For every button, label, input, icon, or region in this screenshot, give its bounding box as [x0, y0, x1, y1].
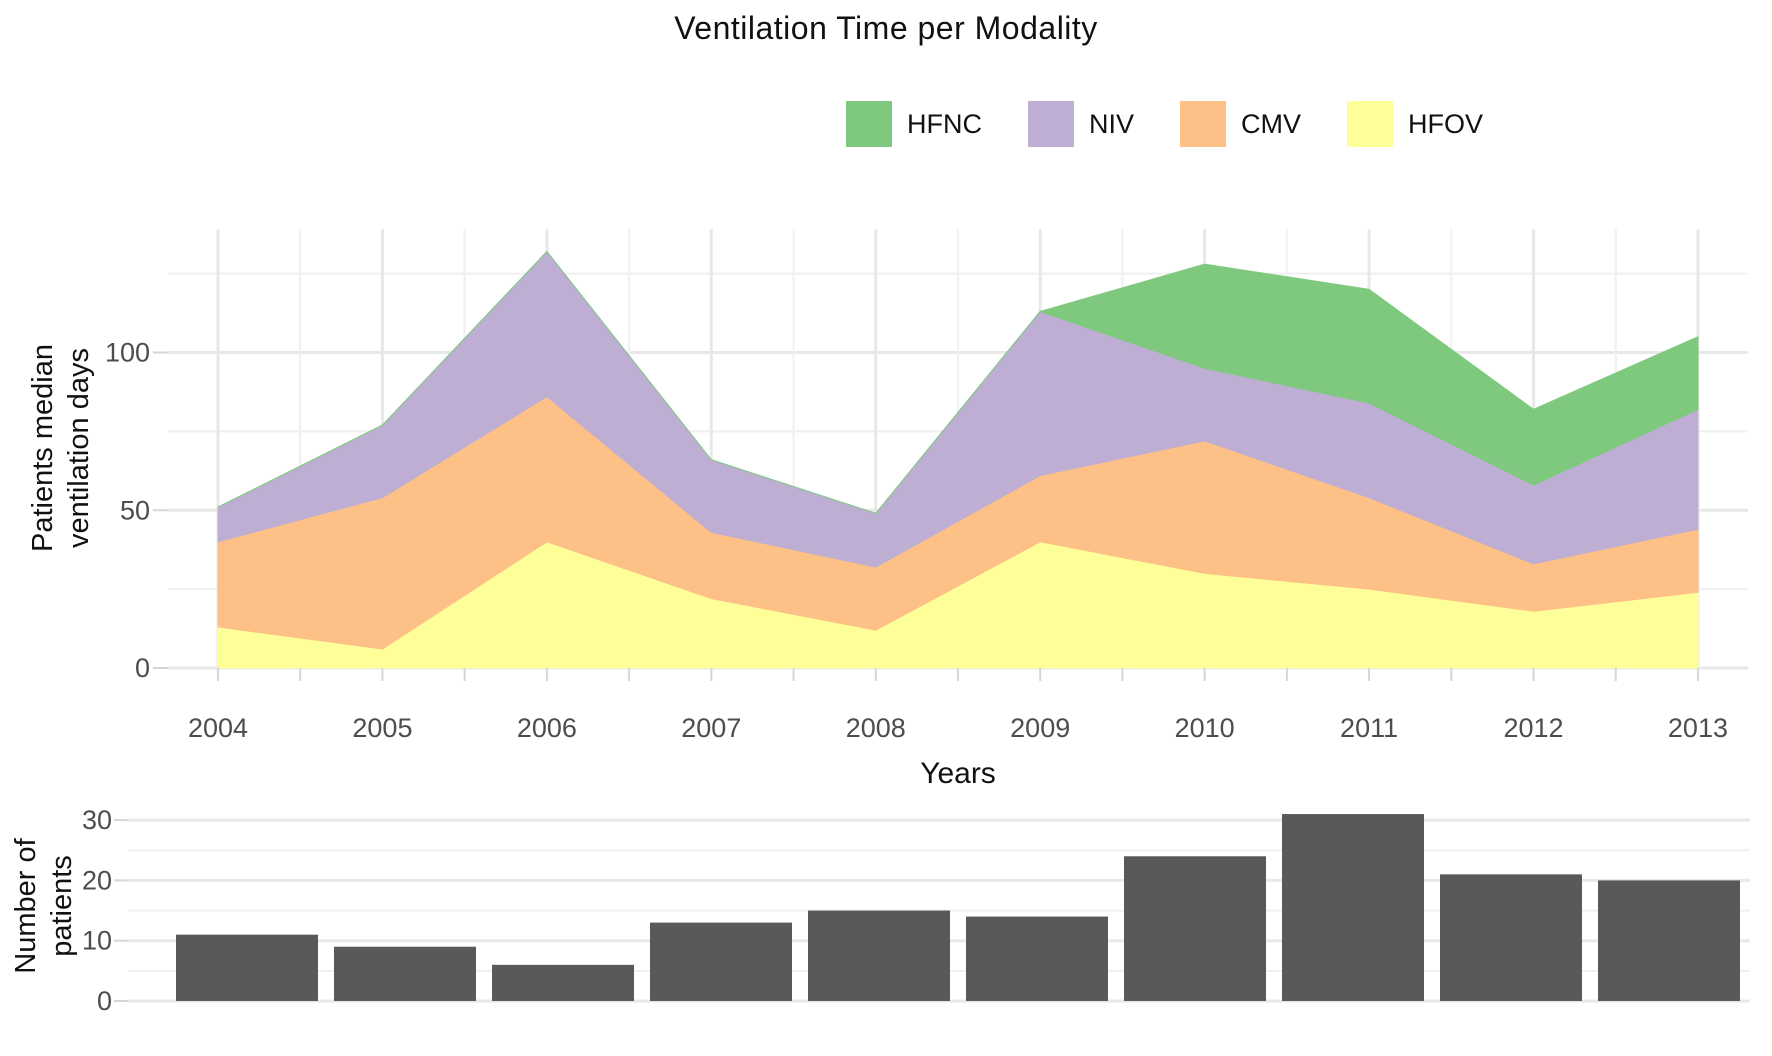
bar-2004 [176, 934, 318, 1001]
legend-label: CMV [1241, 108, 1302, 139]
bar-2007 [650, 922, 792, 1001]
area-x-tick-label: 2012 [1503, 713, 1563, 743]
legend-item-hfnc: HFNC [846, 101, 982, 147]
bar-y-tick-label: 20 [82, 865, 112, 895]
niv-swatch-icon [1028, 101, 1074, 147]
hfov-swatch-icon [1347, 101, 1394, 147]
legend-label: HFOV [1408, 108, 1484, 139]
legend-label: HFNC [907, 108, 982, 139]
bar-2012 [1440, 874, 1582, 1001]
bar-y-tick-label: 0 [97, 986, 112, 1016]
area-y-tick-label: 50 [120, 495, 150, 525]
area-x-tick-label: 2005 [352, 713, 412, 743]
area-x-tick-label: 2013 [1668, 713, 1728, 743]
area-x-tick-label: 2006 [517, 713, 577, 743]
area-x-tick-label: 2011 [1340, 713, 1398, 743]
area-x-tick-label: 2008 [846, 713, 906, 743]
area-x-tick-label: 2009 [1010, 713, 1070, 743]
bar-2009 [966, 916, 1108, 1001]
area-y-axis-title-line2: ventilation days [63, 348, 95, 548]
figure-canvas: 2004 2005 2006 2007 2008 2009 2010 2011 2012 2013… [82, 229, 1750, 1016]
area-y-axis-title: Patients median ventilation days [25, 263, 101, 633]
cmv-swatch-icon [1180, 101, 1227, 147]
area-band-hfnc [217, 250, 1699, 514]
chart-title: Ventilation Time per Modality [674, 10, 1098, 46]
bar-y-tick-label: 10 [82, 926, 112, 956]
bar-2010 [1124, 856, 1266, 1001]
hfnc-swatch-icon [846, 101, 892, 147]
area-x-tick-label: 2004 [188, 713, 248, 743]
bar-2006 [492, 964, 634, 1001]
legend-item-hfov: HFOV [1347, 101, 1483, 147]
legend-item-niv: NIV [1028, 101, 1134, 147]
bar-y-axis-title: Number of patients [8, 756, 84, 1056]
area-x-tick-label: 2010 [1175, 713, 1235, 743]
legend: HFNC NIV CMV HFOV [846, 100, 1483, 148]
bar-y-axis-title-line1: Number of [10, 838, 42, 974]
area-y-axis-title-line1: Patients median [27, 344, 59, 552]
bar-2005 [334, 946, 476, 1001]
legend-label: NIV [1089, 108, 1135, 139]
bar-y-tick-label: 30 [82, 805, 112, 835]
area-y-tick-label: 0 [135, 653, 150, 683]
legend-item-cmv: CMV [1180, 101, 1301, 147]
bar-y-axis-title-line2: patients [46, 855, 78, 957]
area-x-axis-title: Years [920, 757, 996, 790]
area-y-tick-label: 100 [105, 338, 150, 368]
bar-2008 [808, 910, 950, 1001]
bar-2013 [1598, 880, 1740, 1001]
area-x-tick-label: 2007 [681, 713, 741, 743]
bar-2011 [1282, 814, 1424, 1001]
